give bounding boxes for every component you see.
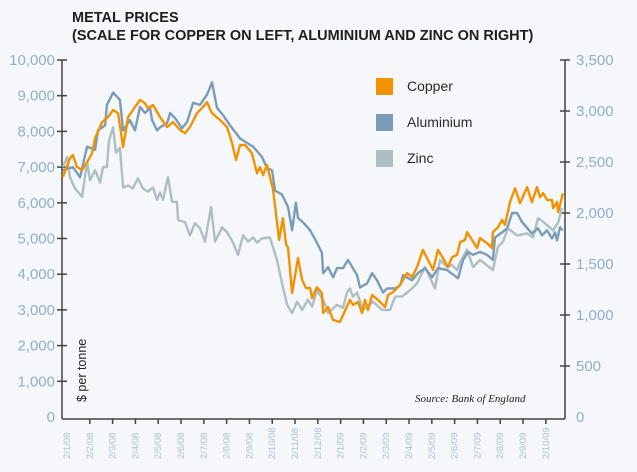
right-tick-label: 2,000: [576, 205, 614, 222]
left-tick-label: 7,000: [17, 159, 55, 176]
x-tick-label: 2/3/08: [108, 433, 119, 459]
x-tick-label: 2/8/08: [222, 433, 233, 459]
left-tick-label: 6,000: [17, 195, 55, 212]
right-tick-label: 1,500: [576, 256, 614, 273]
chart-title: METAL PRICES (SCALE FOR COPPER ON LEFT, …: [72, 9, 533, 45]
x-tick-label: 2/7/08: [199, 433, 210, 459]
x-tick-label: 2/4/08: [130, 433, 141, 459]
legend-swatch-aluminium: [376, 114, 393, 131]
x-tick-label: 2/12/08: [313, 427, 324, 459]
x-tick-label: 2/10/08: [267, 427, 278, 459]
x-tick-label: 2/3/09: [381, 433, 392, 459]
x-tick-label: 2/9/08: [244, 433, 255, 459]
legend-swatch-zinc: [376, 150, 393, 167]
x-tick-label: 2/10/09: [541, 427, 552, 459]
x-tick-label: 2/4/09: [404, 433, 415, 459]
left-tick-label: 2,000: [17, 338, 55, 355]
left-tick-label: 3,000: [17, 302, 55, 319]
x-tick-label: 2/5/09: [427, 433, 438, 459]
series-line-aluminium: [62, 81, 564, 294]
x-tick-label: 2/5/08: [153, 433, 164, 459]
legend-label-copper: Copper: [407, 78, 453, 94]
legend: Copper Aluminium Zinc: [376, 78, 472, 167]
x-tick-label: 2/1/08: [62, 433, 73, 459]
right-tick-label: 3,000: [576, 103, 614, 120]
x-tick-label: 2/7/09: [472, 433, 483, 459]
chart-title-main: METAL PRICES: [72, 10, 179, 26]
x-tick-label: 2/1/09: [336, 433, 347, 459]
legend-label-zinc: Zinc: [407, 150, 433, 166]
x-tick-label: 2/6/09: [450, 433, 461, 459]
y-axis-label: $ per tonne: [75, 339, 89, 402]
x-tick-label: 2/11/08: [290, 428, 301, 459]
right-tick-label: 3,500: [576, 52, 614, 69]
series-lines: [61, 81, 565, 324]
left-tick-label: 9,000: [17, 88, 55, 105]
left-tick-label: 0: [47, 409, 55, 426]
left-tick-label: 8,000: [17, 123, 55, 140]
series-line-copper: [61, 98, 565, 324]
x-tick-label: 2/2/09: [358, 433, 369, 459]
axes: 0 1,000 2,000 3,000 4,000 5,000 6,000 7,000 8,00…: [9, 52, 613, 459]
right-tick-label: 1,000: [576, 307, 614, 324]
left-tick-label: 4,000: [17, 266, 55, 283]
x-tick-label: 2/2/08: [85, 433, 96, 459]
right-tick-label: 0: [576, 409, 584, 426]
right-tick-label: 500: [576, 358, 601, 375]
legend-label-aluminium: Aluminium: [407, 114, 472, 130]
left-tick-label: 1,000: [17, 373, 55, 390]
right-tick-label: 2,500: [576, 154, 614, 171]
legend-swatch-copper: [376, 78, 393, 95]
left-tick-label: 5,000: [17, 231, 55, 248]
x-tick-label: 2/9/09: [518, 433, 529, 459]
source-note: Source: Bank of England: [415, 393, 526, 405]
left-tick-label: 10,000: [9, 52, 55, 69]
x-tick-label: 2/6/08: [176, 433, 187, 459]
series-line-zinc: [61, 126, 564, 315]
x-tick-label: 2/8/09: [495, 433, 506, 459]
chart-subtitle: (SCALE FOR COPPER ON LEFT, ALUMINIUM AND…: [72, 28, 534, 44]
